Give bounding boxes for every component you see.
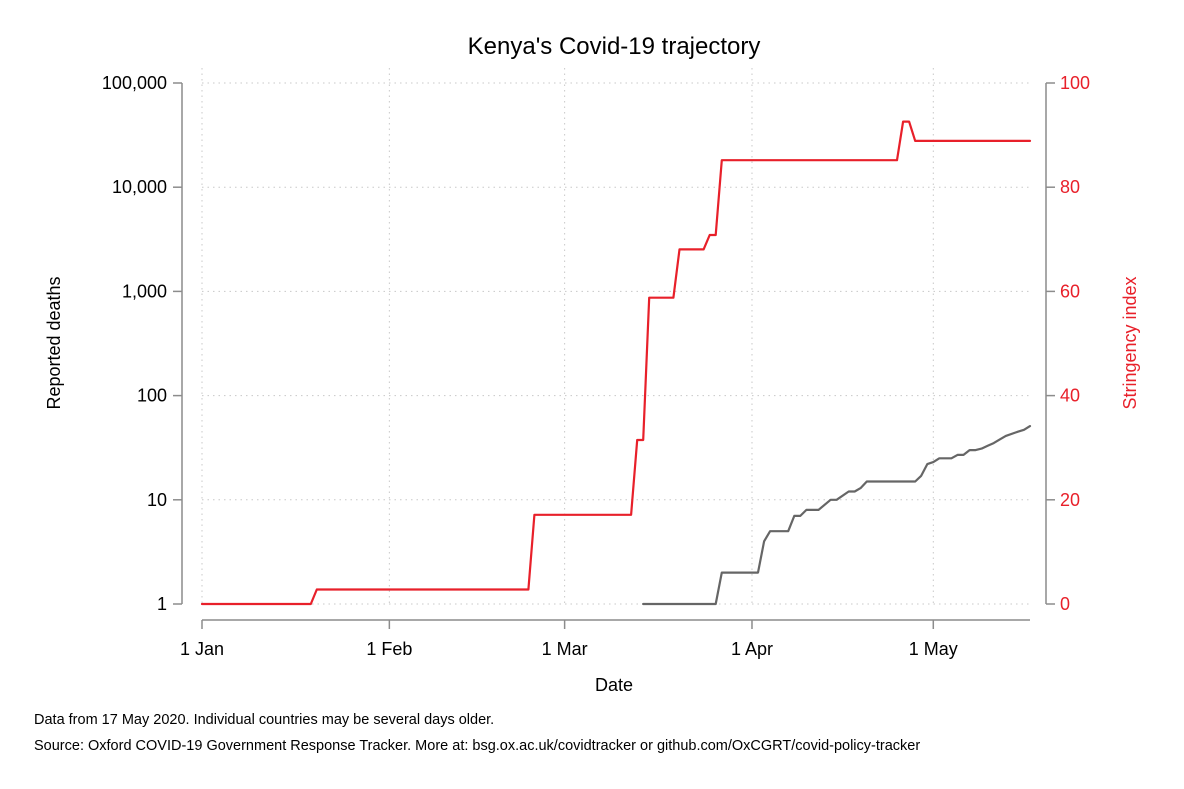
right-y-tick-label: 40 <box>1060 386 1080 406</box>
left-y-tick-label: 100 <box>137 386 167 406</box>
axes: 1 10 100 1,000 10,000 100,000 0 20 40 60 80 100 1 Ja… <box>102 73 1090 659</box>
left-y-tick-label: 1 <box>157 594 167 614</box>
left-y-axis-label: Reported deaths <box>44 276 64 409</box>
x-tick-label: 1 Mar <box>542 639 588 659</box>
chart-title: Kenya's Covid-19 trajectory <box>468 33 761 60</box>
grid <box>201 68 1030 605</box>
left-y-tick-label: 1,000 <box>122 281 167 301</box>
left-y-tick-label: 10 <box>147 490 167 510</box>
x-tick-label: 1 Feb <box>366 639 412 659</box>
right-y-tick-label: 0 <box>1060 594 1070 614</box>
series-lines <box>200 120 1032 606</box>
x-tick-label: 1 Apr <box>731 639 773 659</box>
right-y-tick-label: 100 <box>1060 73 1090 93</box>
deaths-line <box>642 425 1032 606</box>
source-note: Source: Oxford COVID-19 Government Respo… <box>34 738 921 754</box>
left-y-tick-label: 10,000 <box>112 177 167 197</box>
left-y-tick-label: 100,000 <box>102 73 167 93</box>
right-y-tick-label: 80 <box>1060 177 1080 197</box>
stringency-line <box>200 120 1032 606</box>
right-y-axis-label: Stringency index <box>1120 276 1140 409</box>
right-y-tick-label: 20 <box>1060 490 1080 510</box>
x-tick-label: 1 May <box>909 639 958 659</box>
x-tick-label: 1 Jan <box>180 639 224 659</box>
covid-trajectory-chart: Kenya's Covid-19 trajectory 1101001,0001… <box>44 33 1140 695</box>
right-y-tick-label: 60 <box>1060 281 1080 301</box>
x-axis-label: Date <box>595 675 633 695</box>
data-date-note: Data from 17 May 2020. Individual countr… <box>34 712 495 728</box>
